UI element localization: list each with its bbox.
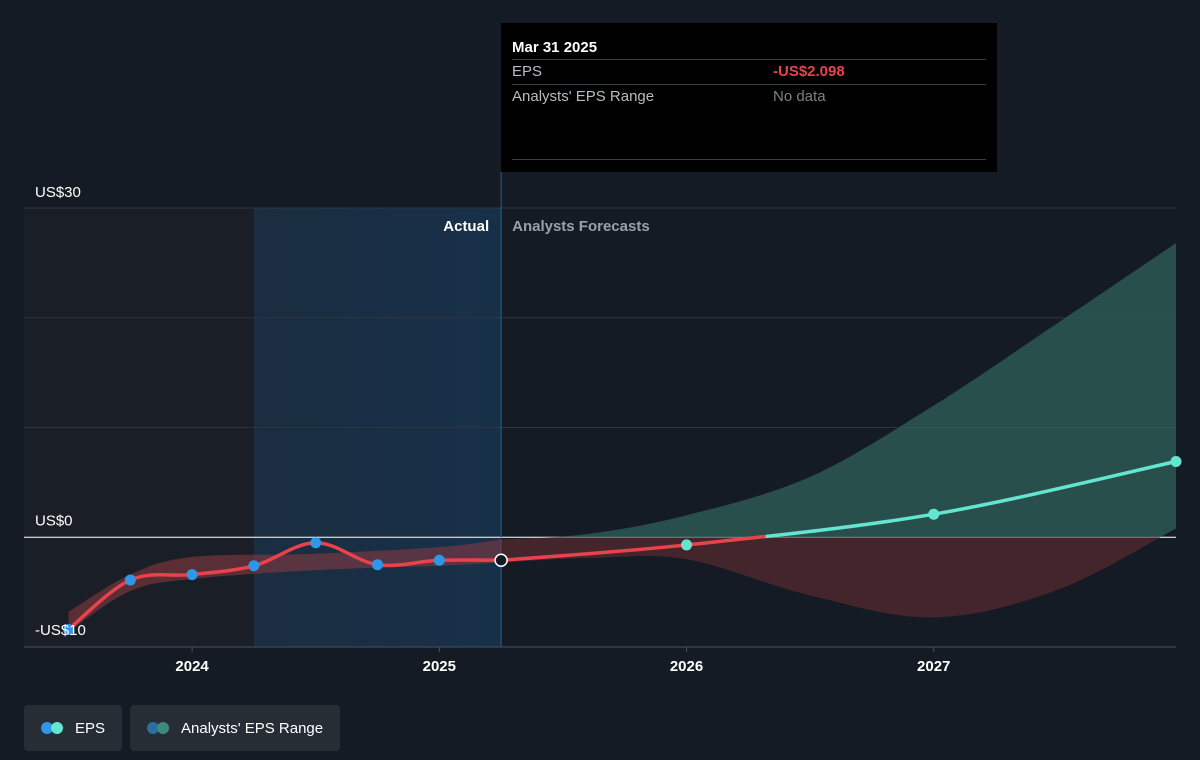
forecast-region-label: Analysts Forecasts — [512, 218, 650, 235]
eps-forecast-point — [928, 508, 940, 520]
x-tick-label: 2025 — [423, 658, 456, 675]
legend-item-eps-range[interactable]: Analysts' EPS Range — [130, 705, 341, 751]
eps-actual-point — [186, 569, 198, 581]
historical-range-band — [68, 539, 502, 632]
actual-region-label: Actual — [443, 218, 489, 235]
eps-legend-dot-actual — [41, 722, 53, 734]
eps-chart: US$30 US$0 -US$10 2024 2025 2026 2027 Actual Ana… — [24, 172, 1182, 675]
eps-tooltip: Mar 31 2025 EPS -US$2.098 Analysts' EPS … — [501, 23, 997, 172]
eps-selected-point — [494, 553, 508, 568]
eps-legend-icon — [41, 722, 63, 734]
legend-item-eps[interactable]: EPS — [24, 705, 123, 751]
eps-forecast-point — [1170, 456, 1182, 468]
eps-actual-point — [372, 559, 384, 571]
eps-actual-point — [310, 537, 322, 549]
eps-forecast-line-negative — [500, 534, 766, 563]
tooltip-eps-row: EPS -US$2.098 — [512, 59, 986, 84]
range-legend-icon — [147, 722, 170, 734]
eps-actual-point — [124, 574, 136, 586]
range-legend-dot-actual — [147, 722, 160, 734]
eps-forecast-line-positive — [765, 459, 1177, 539]
legend-label-eps-range: Analysts' EPS Range — [181, 719, 324, 737]
eps-actual-point — [62, 623, 74, 635]
tooltip-range-row: Analysts' EPS Range No data — [512, 84, 986, 109]
tooltip-eps-value: -US$2.098 — [773, 63, 845, 80]
range-legend-dot-forecast — [157, 722, 170, 734]
tooltip-range-value: No data — [773, 88, 826, 105]
eps-forecast-point — [681, 539, 693, 551]
x-tick-label: 2024 — [175, 658, 209, 675]
x-tick-label: 2026 — [670, 658, 703, 675]
eps-legend-dot-forecast — [51, 722, 63, 734]
chart-legend: EPS Analysts' EPS Range — [24, 705, 341, 751]
tooltip-divider — [512, 159, 986, 160]
tooltip-eps-label: EPS — [512, 63, 543, 80]
eps-actual-point — [433, 554, 445, 566]
x-tick-label: 2027 — [917, 658, 950, 675]
y-tick-label: US$30 — [35, 184, 81, 201]
tooltip-range-label: Analysts' EPS Range — [512, 88, 655, 105]
tooltip-date: Mar 31 2025 — [512, 39, 598, 56]
y-tick-label: -US$10 — [35, 622, 86, 639]
legend-label-eps: EPS — [75, 719, 106, 737]
eps-actual-point — [248, 560, 260, 572]
y-tick-label: US$0 — [35, 512, 73, 529]
